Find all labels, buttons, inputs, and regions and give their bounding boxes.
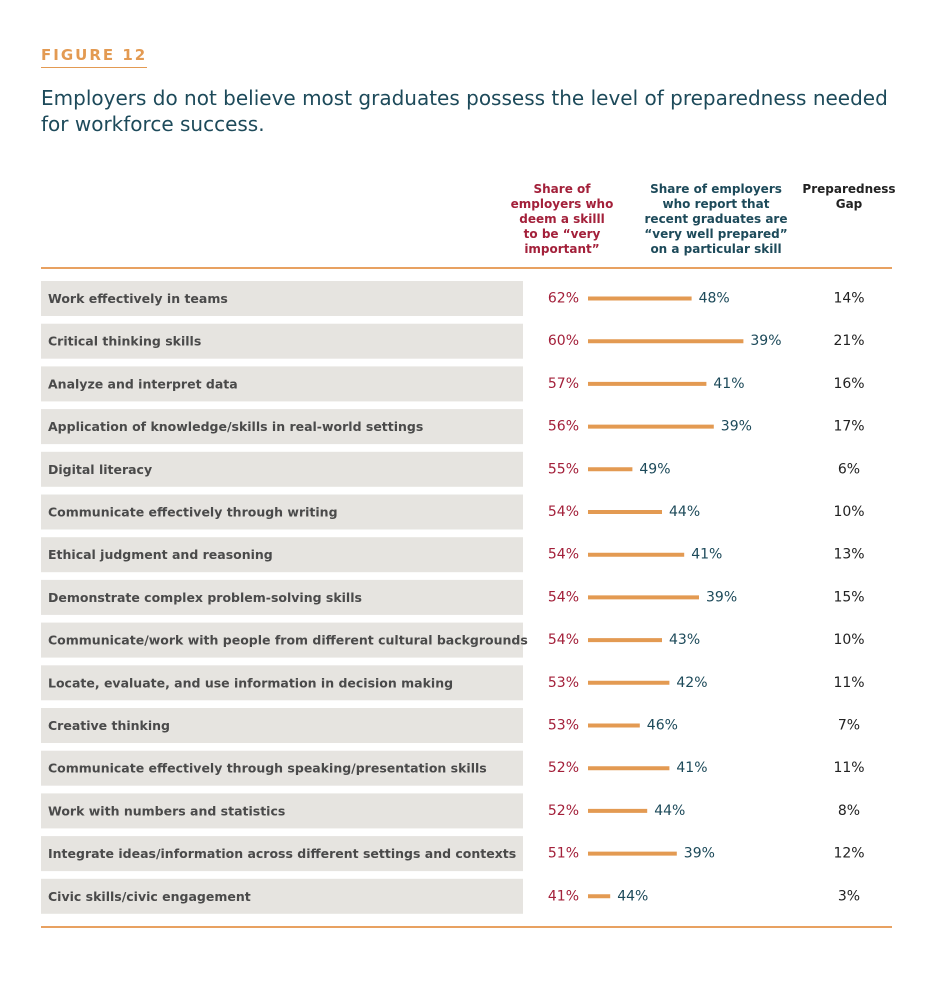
very-important-value: 51% (548, 846, 579, 862)
skill-label: Civic skills/civic engagement (48, 889, 251, 904)
skill-label: Work effectively in teams (48, 291, 228, 306)
very-well-prepared-value: 44% (669, 504, 700, 520)
very-well-prepared-value: 48% (699, 291, 730, 307)
very-important-value: 54% (548, 632, 579, 648)
preparedness-gap-value: 21% (833, 333, 864, 349)
very-well-prepared-value: 41% (676, 760, 707, 776)
skill-label: Ethical judgment and reasoning (48, 547, 273, 562)
very-important-value: 53% (548, 675, 579, 691)
very-well-prepared-value: 41% (691, 547, 722, 563)
very-well-prepared-value: 41% (713, 376, 744, 392)
very-important-value: 54% (548, 589, 579, 605)
very-important-value: 60% (548, 333, 579, 349)
preparedness-gap-value: 13% (833, 547, 864, 563)
preparedness-gap-value: 12% (833, 846, 864, 862)
skill-label: Work with numbers and statistics (48, 803, 285, 818)
skill-label: Locate, evaluate, and use information in… (48, 675, 453, 690)
skill-label: Communicate/work with people from differ… (48, 633, 528, 648)
preparedness-gap-value: 11% (833, 760, 864, 776)
preparedness-gap-value: 16% (833, 376, 864, 392)
table-row (41, 750, 523, 786)
header-preparedness-gap: Preparedness Gap (802, 182, 896, 211)
preparedness-gap-value: 14% (833, 291, 864, 307)
skill-label: Application of knowledge/skills in real-… (48, 419, 423, 434)
table-row (41, 878, 523, 914)
table-row (41, 494, 523, 530)
preparedness-gap-value: 3% (838, 888, 860, 904)
preparedness-gap-value: 15% (833, 589, 864, 605)
skill-label: Communicate effectively through writing (48, 505, 338, 520)
very-well-prepared-value: 43% (669, 632, 700, 648)
very-well-prepared-value: 39% (721, 419, 752, 435)
very-important-value: 56% (548, 419, 579, 435)
table-row (41, 537, 523, 573)
very-well-prepared-value: 42% (676, 675, 707, 691)
table-row (41, 708, 523, 743)
skill-label: Communicate effectively through speaking… (48, 761, 487, 776)
header-very-important: Share of employers who deem a skilll to … (510, 182, 614, 256)
very-important-value: 57% (548, 376, 579, 392)
very-well-prepared-value: 49% (639, 461, 670, 477)
table-row (41, 281, 523, 316)
preparedness-gap-value: 7% (838, 718, 860, 734)
very-important-value: 54% (548, 547, 579, 563)
preparedness-gap-value: 17% (833, 419, 864, 435)
skill-label: Analyze and interpret data (48, 376, 238, 391)
table-row (41, 323, 523, 359)
preparedness-gap-value: 10% (833, 632, 864, 648)
skill-label: Digital literacy (48, 462, 152, 477)
table-row (41, 409, 523, 445)
preparedness-gap-value: 8% (838, 803, 860, 819)
preparedness-gap-value: 10% (833, 504, 864, 520)
footer-divider (41, 926, 892, 928)
table-row (41, 579, 523, 615)
table-row (41, 622, 523, 658)
preparedness-gap-value: 11% (833, 675, 864, 691)
very-well-prepared-value: 46% (647, 718, 678, 734)
table-row (41, 793, 523, 829)
header-very-well-prepared: Share of employers who report that recen… (644, 182, 788, 256)
very-well-prepared-value: 39% (706, 589, 737, 605)
very-well-prepared-value: 44% (654, 803, 685, 819)
skill-label: Critical thinking skills (48, 334, 201, 349)
very-important-value: 53% (548, 718, 579, 734)
very-important-value: 52% (548, 760, 579, 776)
figure-label: FIGURE 12 (41, 46, 148, 68)
very-well-prepared-value: 39% (684, 846, 715, 862)
very-important-value: 52% (548, 803, 579, 819)
very-well-prepared-value: 44% (617, 888, 648, 904)
figure-title: Employers do not believe most graduates … (41, 86, 888, 136)
preparedness-gap-value: 6% (838, 461, 860, 477)
header-divider (41, 267, 892, 269)
skill-label: Demonstrate complex problem-solving skil… (48, 590, 362, 605)
table-row (41, 665, 523, 701)
very-well-prepared-value: 39% (750, 333, 781, 349)
very-important-value: 62% (548, 291, 579, 307)
table-row (41, 366, 523, 402)
very-important-value: 54% (548, 504, 579, 520)
skill-label: Integrate ideas/information across diffe… (48, 846, 516, 861)
very-important-value: 55% (548, 461, 579, 477)
table-row (41, 836, 523, 872)
skill-label: Creative thinking (48, 718, 170, 733)
very-important-value: 41% (548, 888, 579, 904)
table-row (41, 451, 523, 487)
